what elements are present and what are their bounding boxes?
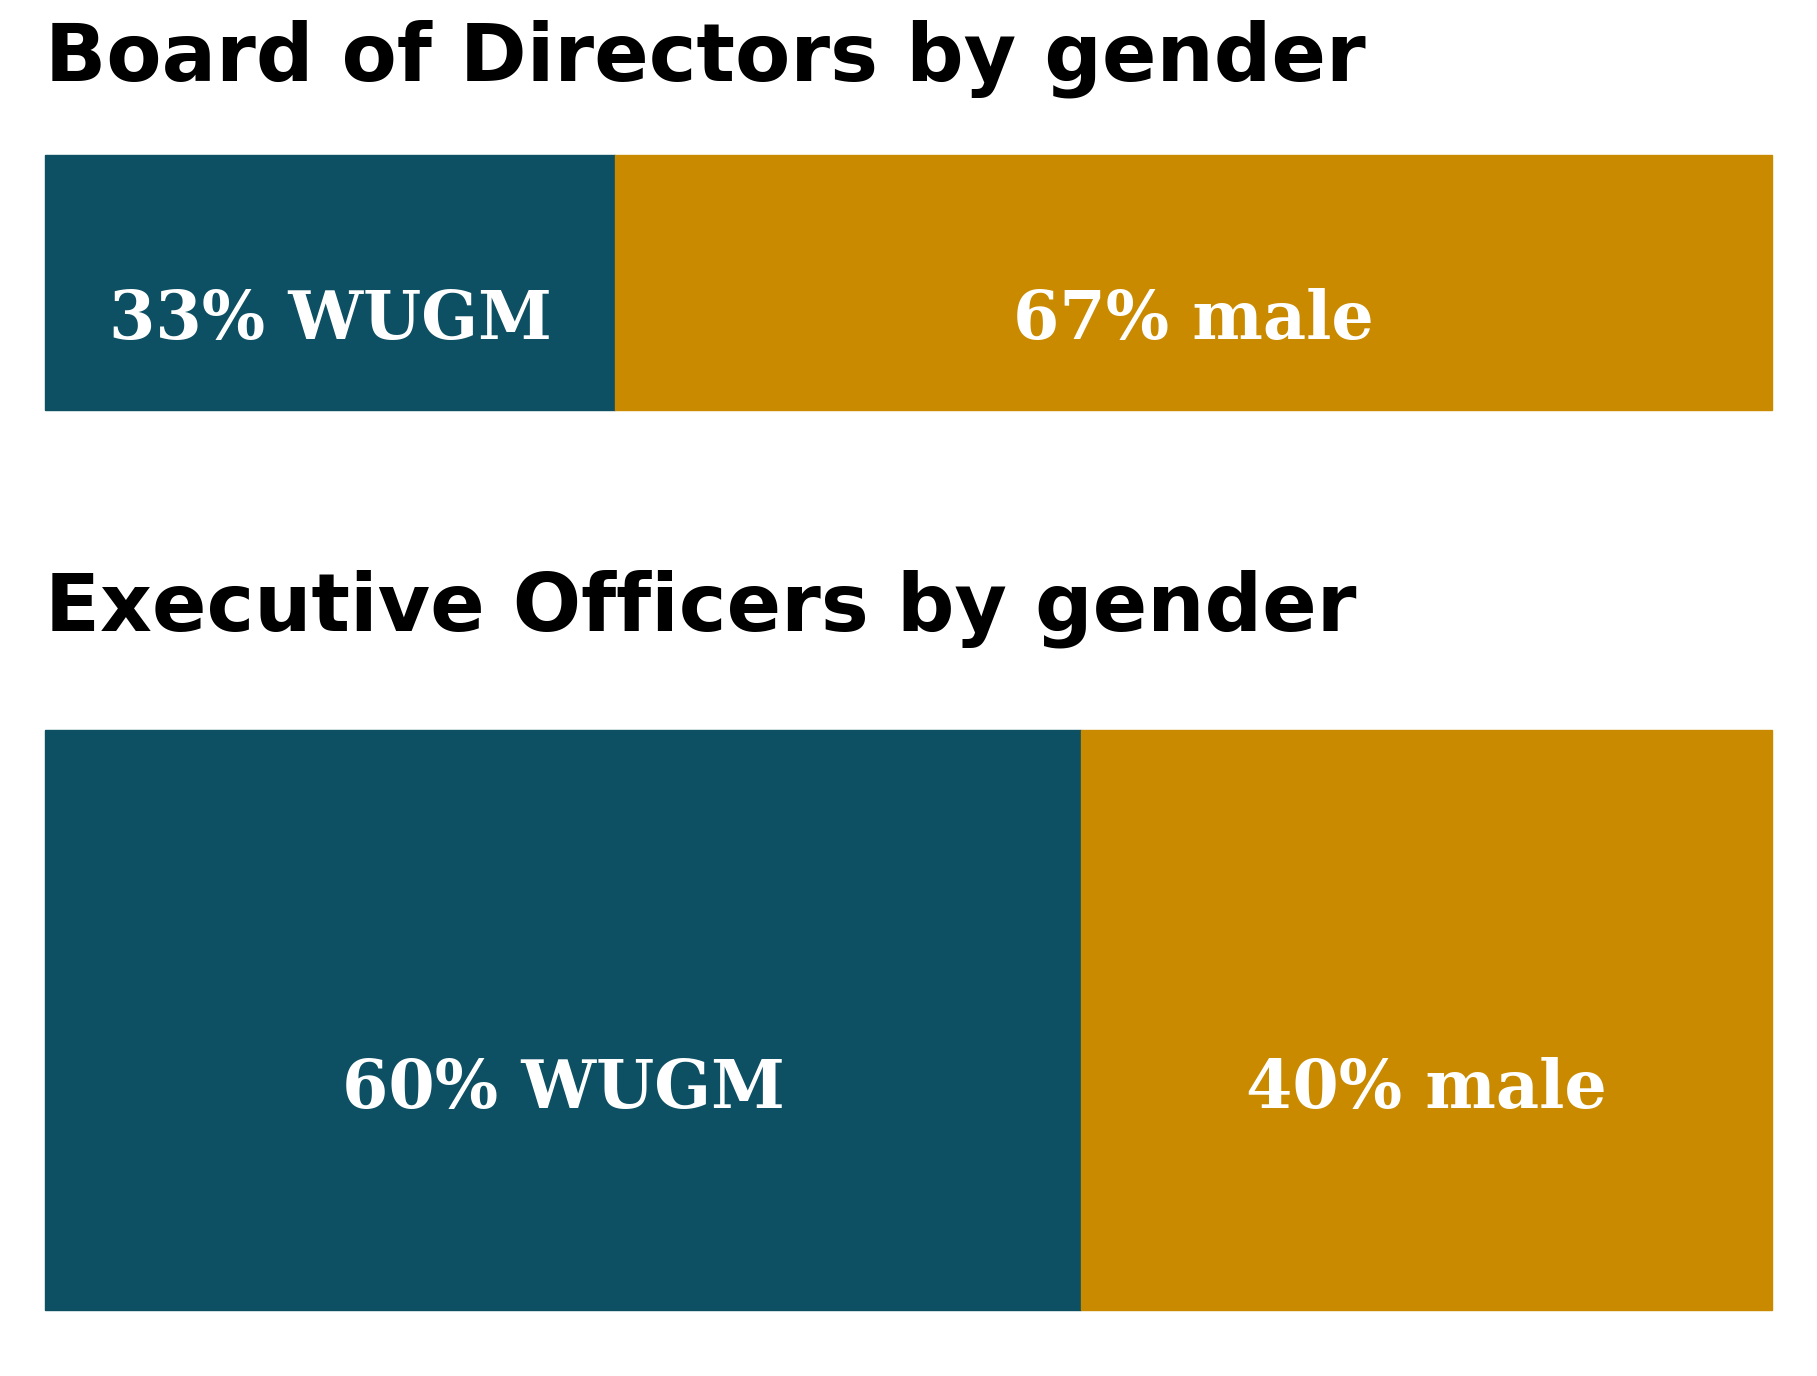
Bar bbox=[1081, 731, 1772, 1310]
Text: 67% male: 67% male bbox=[1012, 288, 1374, 354]
Bar bbox=[45, 731, 1081, 1310]
Text: 60% WUGM: 60% WUGM bbox=[342, 1057, 785, 1121]
Text: 33% WUGM: 33% WUGM bbox=[109, 288, 552, 354]
Bar bbox=[614, 155, 1772, 410]
Text: 40% male: 40% male bbox=[1246, 1057, 1606, 1121]
Bar bbox=[45, 155, 616, 410]
Text: Executive Officers by gender: Executive Officers by gender bbox=[45, 570, 1357, 648]
Text: Board of Directors by gender: Board of Directors by gender bbox=[45, 21, 1366, 99]
